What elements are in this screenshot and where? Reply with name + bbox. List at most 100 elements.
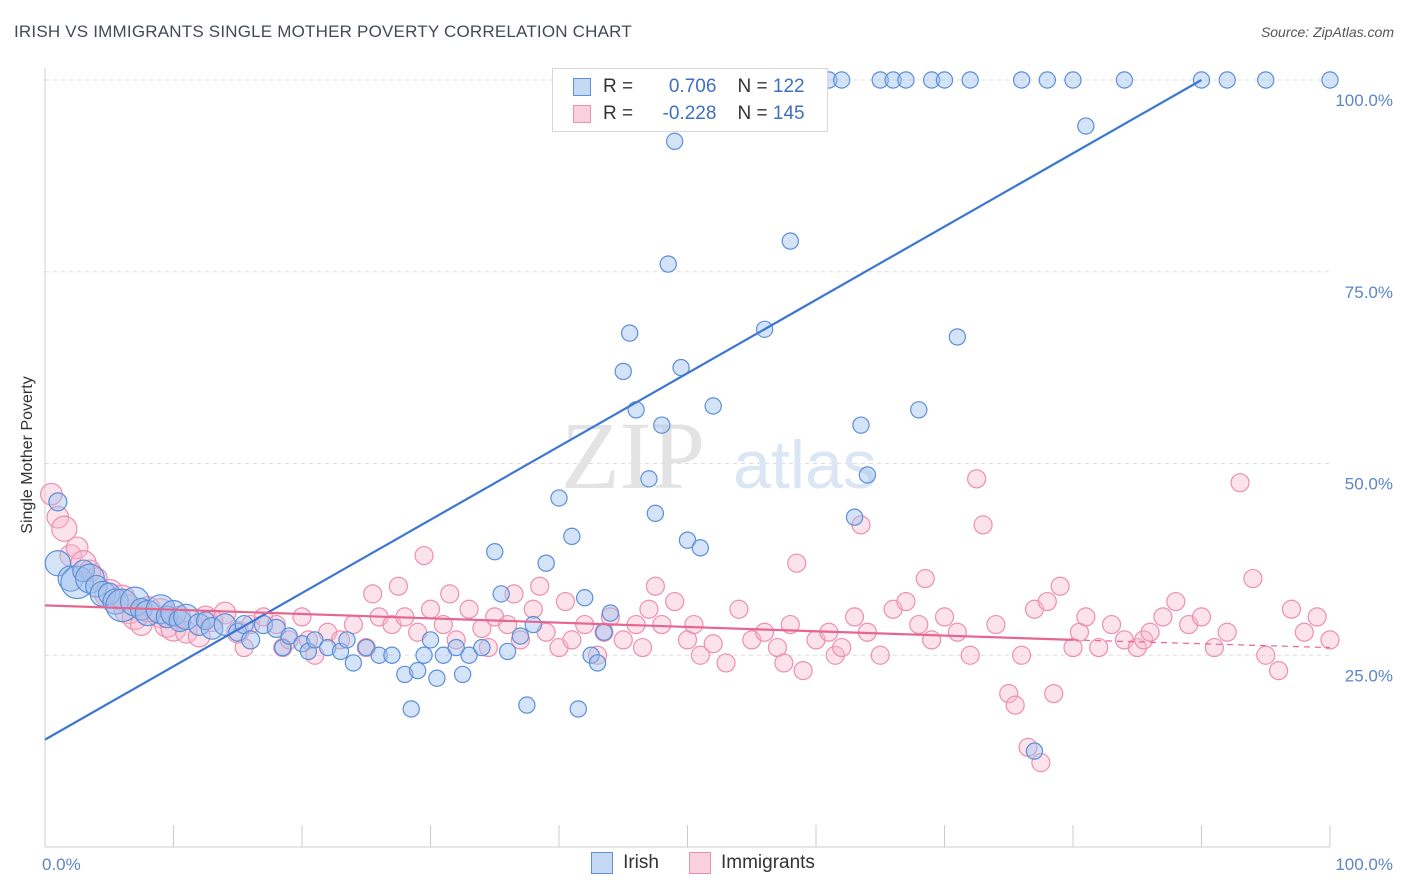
irish-point bbox=[897, 71, 915, 89]
irish-point bbox=[537, 554, 555, 572]
irish-point bbox=[833, 71, 851, 89]
irish-point bbox=[518, 696, 536, 714]
y-tick-label: 50.0% bbox=[1345, 475, 1393, 494]
irish-point bbox=[550, 489, 568, 507]
legend-swatch-irish bbox=[591, 852, 614, 874]
irish-point bbox=[691, 539, 710, 557]
irish-point bbox=[319, 638, 337, 657]
n-value-immigrants: 145 bbox=[772, 103, 805, 124]
immigrants-point bbox=[896, 591, 916, 612]
immigrants-point bbox=[967, 469, 987, 489]
immigrants-point bbox=[523, 599, 543, 619]
immigrants-point bbox=[652, 614, 672, 635]
irish-point bbox=[588, 654, 607, 672]
immigrants-point bbox=[174, 620, 198, 644]
irish-point bbox=[511, 627, 530, 645]
immigrants-point bbox=[703, 634, 723, 654]
irish-point bbox=[280, 627, 298, 645]
immigrants-point bbox=[555, 591, 576, 612]
immigrants-point bbox=[915, 568, 935, 589]
irish-point bbox=[1077, 117, 1095, 135]
irish-point bbox=[1257, 71, 1275, 89]
stats-row-irish: R = 0.706 N = 122 bbox=[573, 74, 805, 100]
irish-point bbox=[884, 71, 902, 89]
immigrants-point bbox=[729, 599, 749, 619]
immigrants-point bbox=[1294, 622, 1314, 642]
irish-point bbox=[665, 132, 684, 151]
irish-point bbox=[653, 416, 671, 434]
immigrants-point bbox=[1140, 622, 1160, 642]
immigrants-point bbox=[1011, 645, 1032, 665]
immigrants-point bbox=[363, 584, 383, 604]
irish-point bbox=[678, 531, 697, 549]
immigrants-point bbox=[530, 576, 550, 596]
immigrants-point bbox=[754, 622, 775, 642]
immigrants-swatch bbox=[573, 105, 591, 123]
irish-point bbox=[200, 617, 224, 640]
immigrants-point bbox=[1134, 630, 1154, 650]
irish-point bbox=[781, 232, 800, 250]
immigrants-point bbox=[922, 630, 942, 650]
bottom-legend: Irish Immigrants bbox=[0, 852, 1406, 874]
immigrants-point bbox=[1268, 660, 1289, 681]
immigrants-point bbox=[510, 630, 531, 650]
immigrants-point bbox=[960, 645, 980, 665]
trend-lines bbox=[44, 79, 1331, 741]
irish-point bbox=[563, 527, 581, 546]
immigrants-trend-extension bbox=[1072, 639, 1331, 649]
immigrants-point bbox=[65, 536, 89, 560]
legend-item-irish[interactable]: Irish bbox=[591, 852, 659, 874]
irish-point bbox=[460, 646, 478, 664]
irish-point bbox=[922, 71, 941, 89]
irish-point bbox=[620, 324, 639, 342]
immigrants-point bbox=[433, 614, 453, 635]
irish-point bbox=[402, 700, 420, 718]
n-label: N = bbox=[737, 103, 768, 124]
immigrants-point bbox=[459, 599, 479, 619]
immigrants-point bbox=[780, 614, 800, 635]
immigrants-point bbox=[292, 607, 312, 627]
irish-point bbox=[659, 255, 677, 273]
immigrants-point bbox=[1191, 607, 1212, 627]
immigrants-point bbox=[665, 591, 685, 612]
immigrants-point bbox=[1101, 614, 1122, 635]
irish-point bbox=[1218, 71, 1236, 89]
immigrants-point bbox=[690, 645, 710, 665]
immigrants-point bbox=[1217, 622, 1237, 642]
irish-point bbox=[344, 654, 363, 672]
y-tick-label: 25.0% bbox=[1345, 666, 1393, 685]
immigrants-trend-line bbox=[44, 604, 1074, 642]
irish-point bbox=[421, 631, 440, 649]
immigrants-point bbox=[909, 614, 929, 635]
r-value-irish: 0.706 bbox=[668, 76, 717, 97]
immigrants-point bbox=[414, 545, 434, 566]
irish-point bbox=[1012, 71, 1031, 89]
immigrants-point bbox=[844, 607, 865, 627]
irish-point bbox=[948, 328, 967, 346]
source-label: Source: ZipAtlas.com bbox=[1260, 24, 1394, 40]
n-label: N = bbox=[737, 76, 768, 97]
immigrants-point bbox=[1005, 695, 1025, 715]
irish-trend-line bbox=[44, 79, 1203, 741]
immigrants-point bbox=[1050, 576, 1070, 596]
irish-point bbox=[241, 630, 261, 650]
x-tick-label-min: 0.0% bbox=[42, 855, 81, 874]
legend-swatch-immigrants bbox=[688, 852, 711, 874]
irish-point bbox=[524, 615, 543, 634]
irish-point bbox=[935, 71, 954, 89]
irish-point bbox=[1038, 71, 1057, 89]
immigrants-point bbox=[1031, 753, 1051, 773]
r-value-immigrants: -0.228 bbox=[662, 103, 717, 124]
irish-point bbox=[473, 638, 491, 657]
immigrants-point bbox=[787, 553, 807, 573]
immigrants-point bbox=[934, 607, 955, 627]
irish-point bbox=[1321, 71, 1339, 89]
irish-point bbox=[910, 401, 928, 419]
irish-point bbox=[1115, 71, 1134, 89]
legend-item-immigrants[interactable]: Immigrants bbox=[688, 852, 815, 874]
watermark-zip: ZIP bbox=[561, 402, 705, 509]
watermark-atlas: atlas bbox=[733, 427, 877, 503]
irish-point bbox=[627, 401, 645, 419]
immigrants-point bbox=[645, 576, 665, 596]
irish-point bbox=[852, 416, 870, 434]
